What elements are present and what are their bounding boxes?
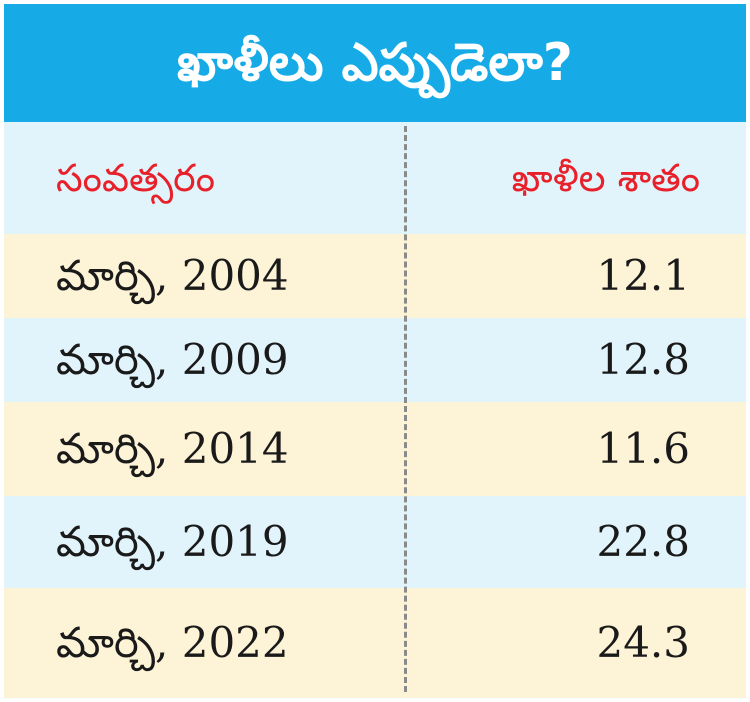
year-cell: మార్చి, 2019 [56,517,289,566]
year-cell: మార్చి, 2004 [56,251,289,300]
percentage-cell: 11.6 [596,424,690,473]
title-banner: ఖాళీలు ఎప్పుడెలా? [4,4,746,122]
table-row: మార్చి, 2009 12.8 [4,318,746,402]
percentage-cell: 24.3 [596,618,690,667]
year-cell: మార్చి, 2014 [56,424,289,473]
page-title: ఖాళీలు ఎప్పుడెలా? [177,33,573,93]
column-header-percentage: ఖాళీల శాతం [511,156,700,200]
table-row: మార్చి, 2014 11.6 [4,402,746,496]
column-header-year: సంవత్సరం [56,156,215,200]
column-divider [404,126,407,692]
percentage-cell: 12.1 [596,251,690,300]
table-row: మార్చి, 2004 12.1 [4,234,746,318]
vacancy-table: సంవత్సరం ఖాళీల శాతం మార్చి, 2004 12.1 మా… [4,122,746,698]
percentage-cell: 12.8 [596,335,690,384]
year-cell: మార్చి, 2022 [56,618,289,667]
table-row: మార్చి, 2022 24.3 [4,588,746,698]
percentage-cell: 22.8 [596,517,690,566]
table-row: మార్చి, 2019 22.8 [4,496,746,588]
table-header-row: సంవత్సరం ఖాళీల శాతం [4,122,746,234]
year-cell: మార్చి, 2009 [56,335,289,384]
